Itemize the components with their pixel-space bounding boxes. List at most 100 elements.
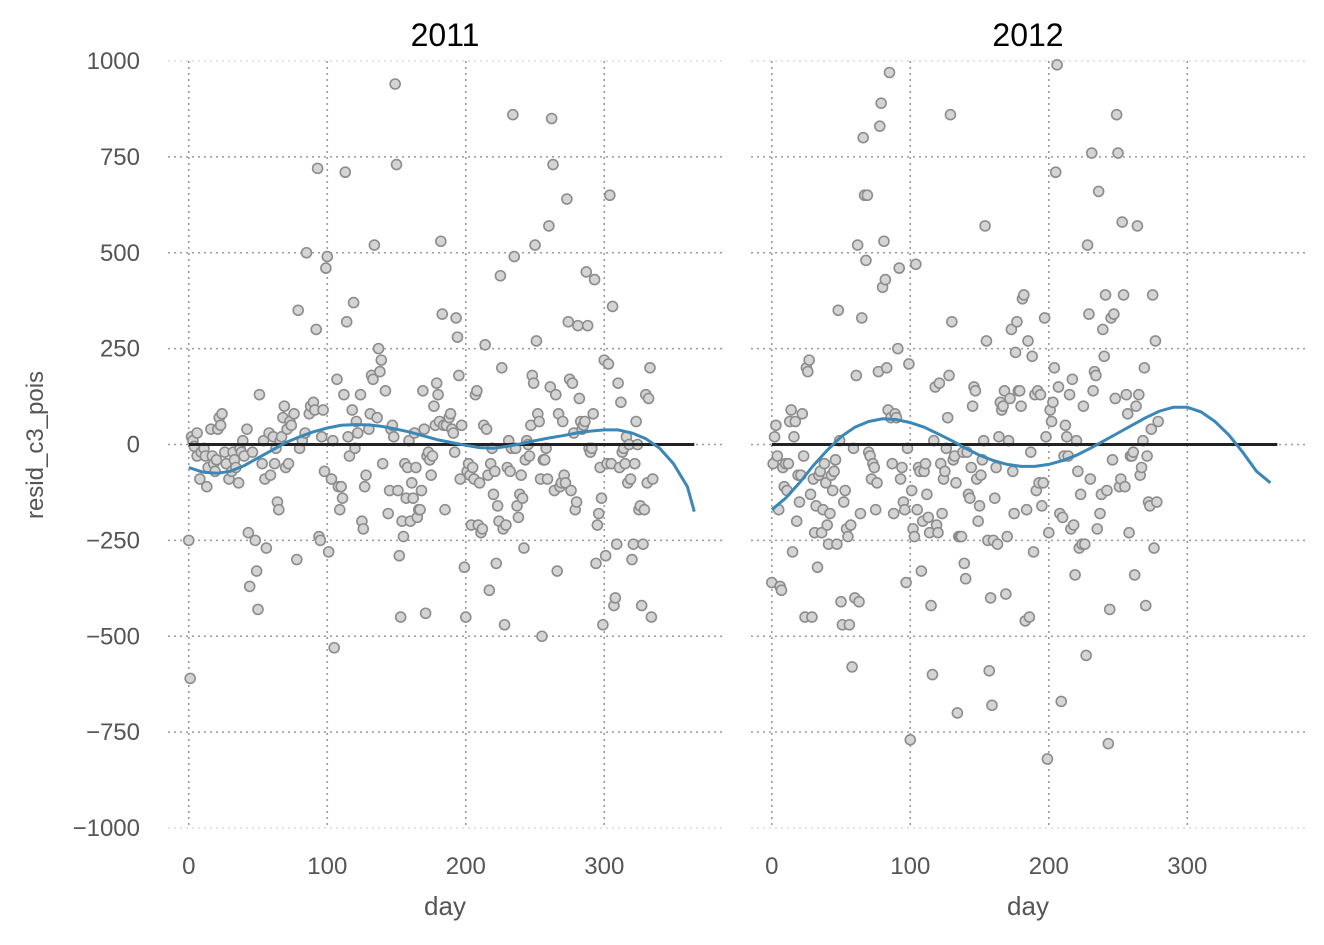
data-point <box>950 477 962 489</box>
data-point <box>242 526 255 539</box>
data-point <box>1055 695 1068 708</box>
data-point <box>826 484 839 497</box>
data-point <box>592 507 605 520</box>
data-point <box>512 511 525 524</box>
data-point <box>965 461 978 474</box>
y-tick-label: 1000 <box>87 48 140 75</box>
data-point <box>588 273 601 286</box>
data-point <box>606 300 619 313</box>
data-point <box>991 538 1004 551</box>
data-point <box>1048 361 1061 374</box>
data-point <box>1056 511 1069 524</box>
data-point <box>1052 381 1065 393</box>
data-point <box>320 262 332 274</box>
data-point <box>591 519 604 531</box>
data-point <box>1009 346 1022 359</box>
data-point <box>1081 239 1094 251</box>
data-point <box>1022 335 1034 347</box>
data-point <box>973 500 986 512</box>
data-point <box>619 457 631 470</box>
data-point <box>972 515 984 528</box>
data-point <box>630 415 642 428</box>
data-point <box>1135 461 1148 474</box>
data-point <box>871 477 883 489</box>
data-point <box>343 450 356 462</box>
data-point <box>256 457 268 470</box>
data-point <box>314 534 327 547</box>
data-point <box>932 526 944 539</box>
data-point <box>1042 526 1055 539</box>
data-point <box>579 415 591 428</box>
data-point <box>1151 496 1163 508</box>
data-point <box>590 557 602 570</box>
data-point <box>331 373 343 386</box>
data-point <box>1123 526 1135 539</box>
data-point <box>936 507 948 520</box>
data-point <box>1139 599 1152 612</box>
panels-layer: 2011 0 100 200 300 day −1000 −750 −500 −250 0 250 50… <box>73 17 1305 921</box>
data-point <box>317 404 329 416</box>
data-point <box>182 534 195 547</box>
data-point <box>612 377 624 389</box>
data-point <box>842 530 854 543</box>
data-point <box>1094 507 1106 520</box>
data-point <box>328 641 341 654</box>
data-point <box>285 419 298 432</box>
data-point <box>414 503 426 516</box>
data-point <box>315 431 328 443</box>
data-point <box>387 431 400 443</box>
data-point <box>983 664 996 677</box>
data-point <box>910 258 922 271</box>
data-point <box>926 668 939 681</box>
data-point <box>857 131 869 144</box>
data-point <box>609 592 622 604</box>
data-point <box>1006 465 1019 478</box>
data-point <box>1051 59 1063 71</box>
data-point <box>291 553 303 566</box>
data-point <box>900 576 912 589</box>
data-point <box>1103 603 1116 616</box>
data-point <box>1004 392 1016 405</box>
data-point <box>368 239 381 251</box>
data-point <box>1152 415 1164 428</box>
data-point <box>447 427 460 439</box>
data-point <box>1015 400 1027 412</box>
data-point <box>602 358 615 370</box>
data-point <box>547 158 559 171</box>
data-point <box>941 411 954 424</box>
x-tick-label: 0 <box>765 853 778 880</box>
data-point <box>771 450 784 462</box>
data-point <box>1008 507 1020 520</box>
data-point <box>1023 611 1036 623</box>
data-point <box>545 112 558 125</box>
data-point <box>410 461 422 474</box>
data-point <box>1045 415 1058 428</box>
data-point <box>562 315 575 328</box>
data-point <box>1131 220 1144 232</box>
data-point <box>516 492 529 504</box>
data-point <box>250 565 263 577</box>
data-point <box>491 500 504 512</box>
data-point <box>419 607 432 620</box>
data-point <box>333 503 346 516</box>
data-point <box>811 561 824 574</box>
data-point <box>518 542 530 554</box>
data-point <box>1141 450 1153 462</box>
data-point <box>288 408 300 420</box>
data-point <box>407 492 419 504</box>
data-point <box>843 618 856 631</box>
data-point <box>624 473 637 485</box>
data-point <box>1067 519 1080 531</box>
data-point <box>637 538 649 551</box>
data-point <box>214 419 227 432</box>
data-point <box>986 699 998 712</box>
data-point <box>551 565 563 577</box>
data-point <box>898 503 911 516</box>
data-point <box>1149 335 1162 347</box>
data-point <box>1084 473 1097 485</box>
data-point <box>357 523 370 535</box>
data-point <box>1146 289 1159 301</box>
data-point <box>459 611 472 623</box>
data-point <box>536 630 548 643</box>
data-point <box>379 385 392 397</box>
